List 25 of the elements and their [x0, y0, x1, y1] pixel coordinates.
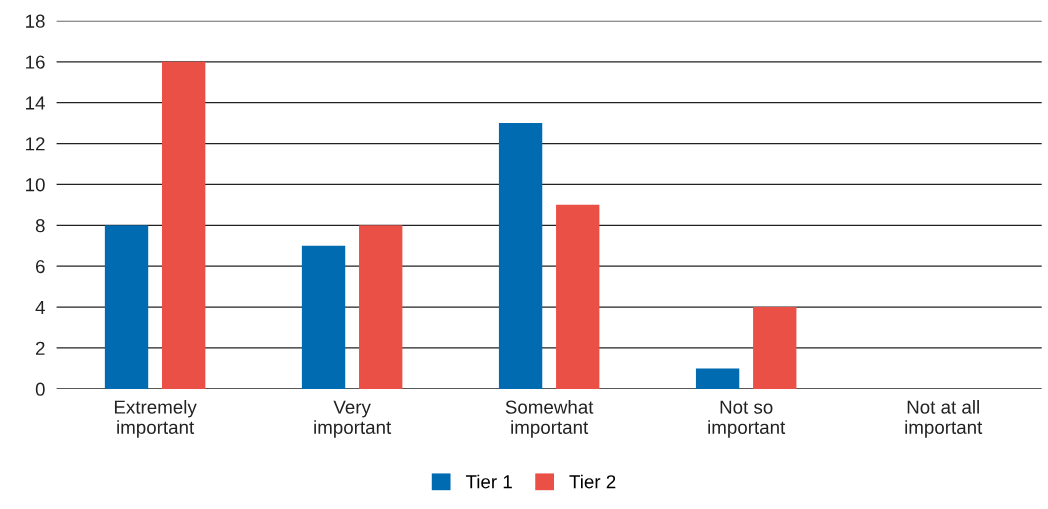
bar — [359, 225, 403, 389]
x-tick-label: Not so important — [708, 400, 786, 438]
bar — [162, 61, 206, 389]
bar — [301, 245, 346, 389]
y-tick-label: 2 — [36, 341, 45, 355]
bar — [498, 123, 543, 389]
x-tick-label: Very important — [314, 400, 392, 438]
x-tick-label: Extremely important — [114, 399, 197, 438]
legend-label: Tier 2 — [569, 474, 616, 489]
y-tick-label: 16 — [26, 55, 45, 69]
y-tick-label: 4 — [35, 300, 45, 314]
y-tick-label: 18 — [26, 14, 45, 28]
y-tick-label: 10 — [26, 178, 45, 192]
y-tick-label: 14 — [26, 96, 45, 110]
legend-label: Tier 1 — [465, 474, 512, 489]
bar — [753, 307, 797, 389]
x-tick-label: Not at all important — [905, 399, 983, 438]
y-tick-label: 0 — [35, 382, 45, 396]
bar — [556, 204, 600, 389]
y-tick-label: 8 — [35, 219, 45, 233]
bar — [104, 225, 149, 389]
y-tick-label: 6 — [36, 259, 45, 274]
y-tick-label: 12 — [26, 137, 45, 151]
bar — [695, 368, 740, 389]
x-tick-label: Somewhat important — [505, 399, 594, 438]
